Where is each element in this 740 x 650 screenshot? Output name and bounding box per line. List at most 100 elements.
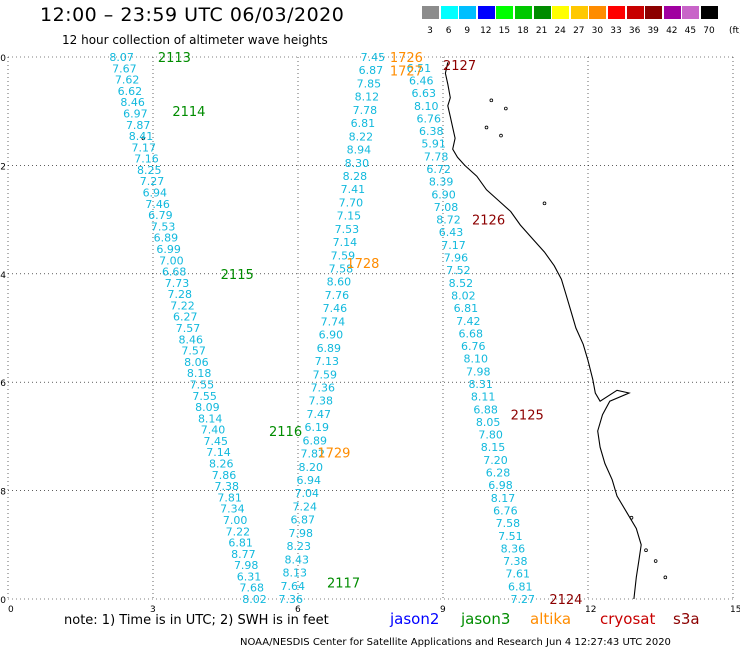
wave-height-value: 8.12 xyxy=(355,91,380,104)
wave-height-value: 8.23 xyxy=(287,540,312,553)
wave-height-value: 6.68 xyxy=(162,266,187,279)
x-tick-label: 6 xyxy=(295,605,301,615)
legend-s3a: s3a xyxy=(673,610,700,628)
pass-label: 1729 xyxy=(317,447,350,462)
wave-height-value: 6.81 xyxy=(508,580,533,593)
wave-height-value: 8.46 xyxy=(120,96,145,109)
wave-height-value: 8.43 xyxy=(285,553,310,566)
colorbar-label: 33 xyxy=(610,26,622,36)
wave-height-value: 6.81 xyxy=(454,302,479,315)
wave-height-value: 6.76 xyxy=(416,112,441,125)
wave-height-value: 6.68 xyxy=(459,327,484,340)
island xyxy=(141,136,146,141)
wave-height-value: 7.78 xyxy=(353,104,378,117)
wave-height-value: 8.22 xyxy=(349,130,374,143)
colorbar-swatch xyxy=(440,6,458,19)
wave-height-value: 8.09 xyxy=(195,401,220,414)
wave-height-value: 8.15 xyxy=(481,441,506,454)
wave-height-value: 8.30 xyxy=(345,157,370,170)
wave-height-value: 7.20 xyxy=(483,454,508,467)
colorbar-label: 70 xyxy=(703,26,715,36)
wave-height-value: 8.02 xyxy=(451,289,476,302)
wave-height-value: 8.14 xyxy=(198,412,223,425)
colorbar-swatch xyxy=(589,6,607,19)
island xyxy=(484,125,489,130)
wave-height-value: 7.42 xyxy=(456,315,481,328)
coastline xyxy=(444,62,642,600)
wave-height-value: 8.18 xyxy=(187,367,212,380)
wave-height-value: 6.81 xyxy=(228,537,253,550)
wave-height-value: 6.31 xyxy=(237,570,262,583)
wave-height-value: 7.27 xyxy=(140,175,165,188)
wave-height-value: 6.89 xyxy=(154,232,179,245)
wave-height-value: 7.96 xyxy=(444,252,469,265)
island xyxy=(629,515,634,520)
wave-height-value: 6.90 xyxy=(431,188,456,201)
colorbar-swatch xyxy=(608,6,625,19)
pass-label: 2117 xyxy=(327,577,360,592)
wave-height-value: 8.10 xyxy=(414,100,439,113)
y-tick-label: -8 xyxy=(0,488,6,498)
colorbar-label: 30 xyxy=(591,26,604,36)
wave-height-value: 8.13 xyxy=(283,567,308,580)
wave-height-value: 7.64 xyxy=(281,580,306,593)
wave-height-value: 7.13 xyxy=(315,355,340,368)
island xyxy=(653,559,658,563)
wave-height-value: 7.08 xyxy=(434,201,459,214)
wave-height-value: 7.62 xyxy=(115,74,140,87)
pass-label: 2126 xyxy=(472,214,505,229)
wave-height-value: 6.89 xyxy=(317,342,342,355)
wave-height-value: 7.17 xyxy=(441,239,466,252)
colorbar-label: 18 xyxy=(517,26,529,36)
wave-height-value: 8.41 xyxy=(129,130,154,143)
colorbar-swatch xyxy=(459,6,477,19)
colorbar-label: 6 xyxy=(445,26,452,36)
wave-height-value: 6.28 xyxy=(486,467,511,480)
wave-height-value: 7.59 xyxy=(313,368,338,381)
wave-height-value: 7.22 xyxy=(170,299,195,312)
wave-height-value: 7.45 xyxy=(361,51,386,64)
island xyxy=(499,133,503,138)
wave-height-value: 8.25 xyxy=(137,164,162,177)
colorbar-label: 21 xyxy=(535,26,548,36)
wave-height-value: 7.58 xyxy=(329,263,354,276)
wave-height-value: 7.81 xyxy=(217,491,242,504)
wave-height-value: 6.46 xyxy=(409,74,434,87)
wave-height-value: 7.38 xyxy=(309,395,334,408)
colorbar-swatch xyxy=(701,6,718,19)
colorbar-swatch xyxy=(515,6,532,19)
wave-height-value: 6.94 xyxy=(297,474,322,487)
wave-height-value: 8.06 xyxy=(184,356,209,369)
wave-height-value: 6.76 xyxy=(461,340,486,353)
wave-height-value: 7.98 xyxy=(289,527,314,540)
island xyxy=(663,575,668,580)
wave-height-value: 7.82 xyxy=(301,448,326,461)
wave-height-value: 7.34 xyxy=(220,503,245,516)
wave-height-value: 6.98 xyxy=(488,479,513,492)
wave-height-value: 6.38 xyxy=(419,125,444,138)
x-tick-label: 0 xyxy=(8,605,14,615)
footnote: note: 1) Time is in UTC; 2) SWH is in fe… xyxy=(64,613,329,628)
y-tick-label: -10 xyxy=(0,596,6,606)
wave-height-value: 8.52 xyxy=(449,277,474,290)
wave-height-value: 6.27 xyxy=(173,311,198,324)
wave-height-value: 7.24 xyxy=(293,500,318,513)
wave-height-value: 6.19 xyxy=(305,421,330,434)
colorbar-swatch xyxy=(477,6,495,19)
wave-height-value: 7.16 xyxy=(134,153,159,166)
colorbar-unit: (ft) xyxy=(729,26,740,36)
y-tick-label: -4 xyxy=(0,271,6,281)
wave-height-value: 6.79 xyxy=(148,209,173,222)
wave-height-value: 7.68 xyxy=(239,582,264,595)
wave-height-value: 7.36 xyxy=(311,381,336,394)
pass-label: 1726 xyxy=(390,51,423,66)
wave-height-value: 7.00 xyxy=(159,254,184,267)
pass-label: 2113 xyxy=(158,51,191,66)
wave-height-value: 7.38 xyxy=(215,480,240,493)
colorbar-swatch xyxy=(422,6,439,19)
wave-height-value: 7.61 xyxy=(506,568,531,581)
wave-height-value: 6.81 xyxy=(351,117,376,130)
wave-height-value: 7.40 xyxy=(201,424,226,437)
credit-line: NOAA/NESDIS Center for Satellite Applica… xyxy=(240,637,671,648)
